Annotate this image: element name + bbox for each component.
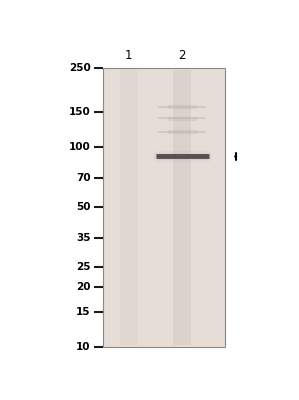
Text: 2: 2 — [179, 49, 186, 62]
Text: 35: 35 — [76, 233, 91, 243]
Text: 15: 15 — [76, 307, 91, 317]
Text: 100: 100 — [69, 142, 91, 152]
Text: 50: 50 — [76, 202, 91, 212]
Text: 70: 70 — [76, 173, 91, 183]
Text: 20: 20 — [76, 282, 91, 292]
Bar — [103, 68, 225, 347]
Text: 250: 250 — [69, 63, 91, 73]
Text: 1: 1 — [125, 49, 133, 62]
Text: 150: 150 — [69, 107, 91, 117]
Bar — [173, 70, 191, 345]
Text: 25: 25 — [76, 262, 91, 272]
Text: 10: 10 — [76, 342, 91, 352]
Bar — [120, 70, 138, 345]
